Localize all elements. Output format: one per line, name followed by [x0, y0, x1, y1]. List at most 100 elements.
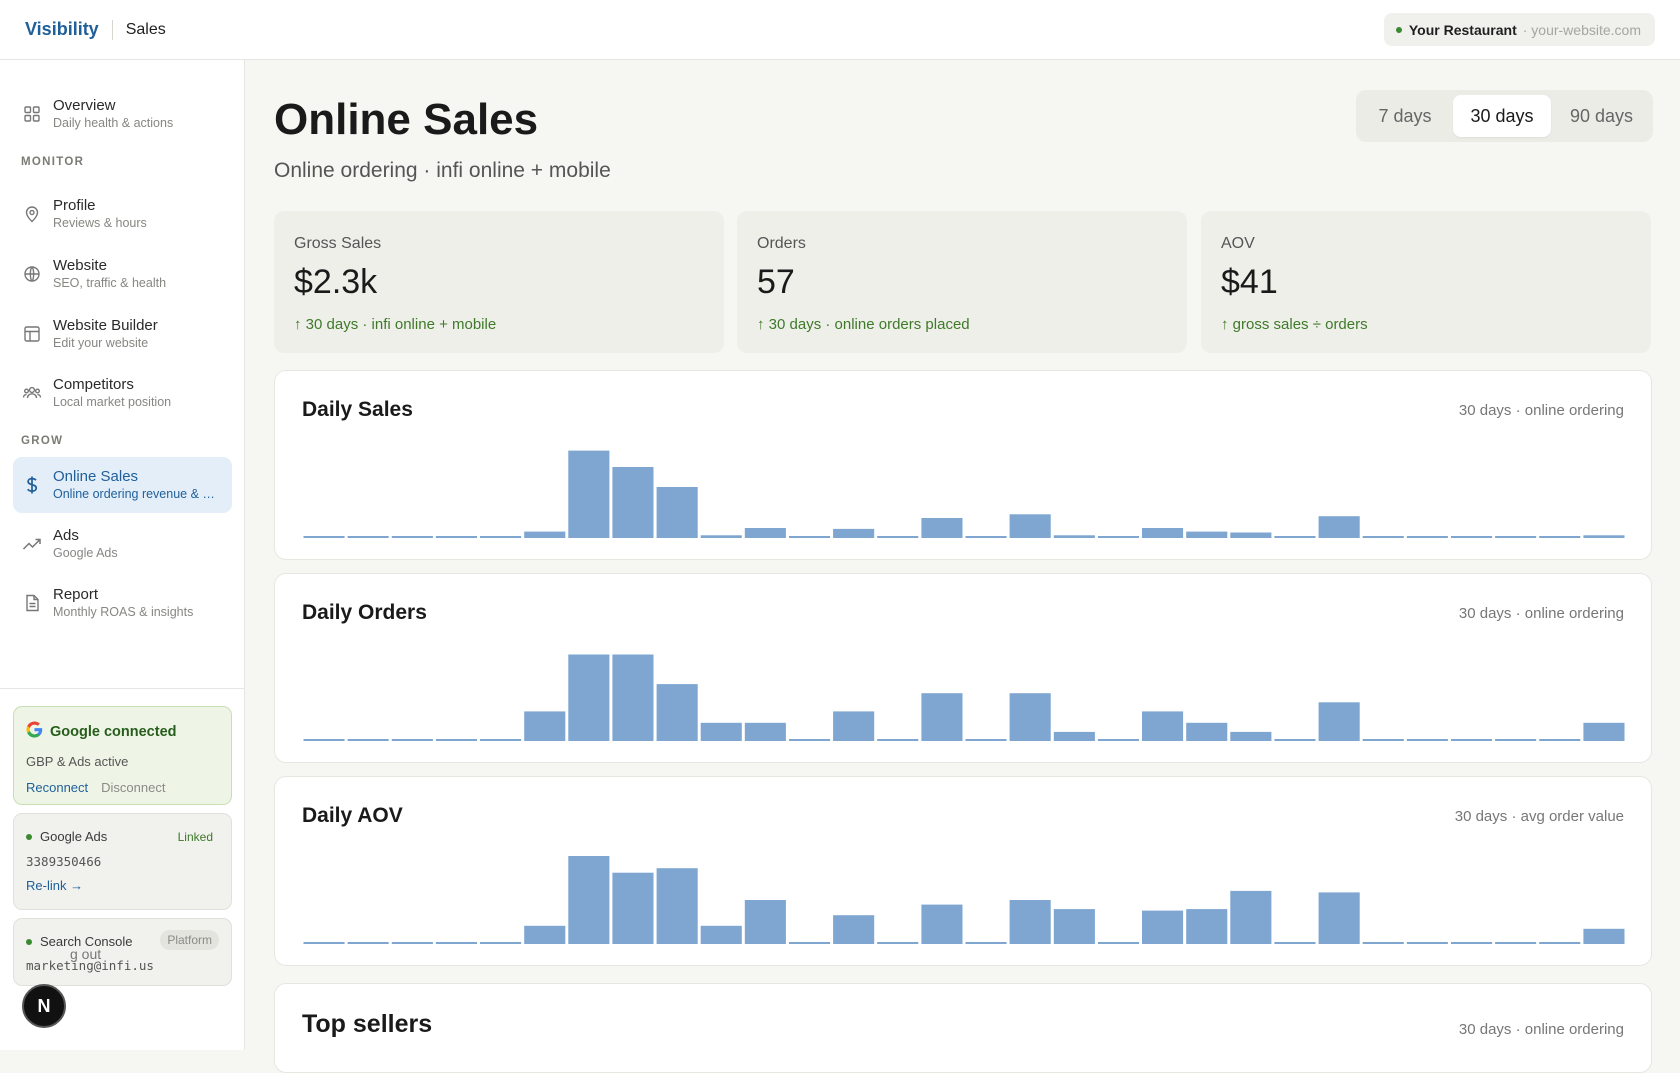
- range-7-days[interactable]: 7 days: [1378, 105, 1432, 126]
- sidebar-item-report[interactable]: Report Monthly ROAS & insights: [13, 575, 232, 631]
- sidebar-item-overview[interactable]: Overview Daily health & actions: [13, 86, 232, 142]
- chart-bar: [1142, 711, 1184, 741]
- chart-bar: [1274, 536, 1316, 538]
- top-sellers-panel: Top sellers 30 days · online ordering: [274, 983, 1652, 1073]
- chart-bar: [435, 536, 477, 538]
- panel-meta: 30 days · online ordering: [1458, 1021, 1624, 1038]
- sidebar-item-profile[interactable]: Profile Reviews & hours: [13, 186, 232, 242]
- chart-bar: [612, 654, 654, 741]
- chart-bar: [347, 942, 389, 944]
- chart-bar: [965, 942, 1007, 944]
- chart-bar: [524, 531, 566, 538]
- sidebar-item-website[interactable]: Website SEO, traffic & health: [13, 246, 232, 302]
- sidebar-item-label: Website: [53, 257, 107, 274]
- users-icon: [21, 382, 43, 404]
- chart-bar: [1451, 739, 1493, 741]
- chart-bar: [1539, 739, 1581, 741]
- chart-bar: [656, 487, 698, 538]
- sidebar-item-sub: SEO, traffic & health: [53, 276, 167, 290]
- chart-bar: [435, 739, 477, 741]
- chart-bar: [744, 722, 786, 741]
- sidebar-item-label: Competitors: [53, 376, 134, 393]
- chart-bar: [700, 722, 742, 741]
- panel-title: Top sellers: [302, 1010, 433, 1038]
- chart-bar: [1230, 890, 1272, 944]
- daily-sales-chart: [303, 450, 1625, 538]
- daily-aov-panel: Daily AOV 30 days · avg order value: [274, 776, 1652, 966]
- stat-label: Gross Sales: [294, 235, 382, 252]
- chart-bar: [700, 535, 742, 538]
- chart-bar: [1451, 536, 1493, 538]
- google-connection-card: Google connected GBP & Ads active Reconn…: [13, 706, 232, 805]
- document-icon: [21, 592, 43, 614]
- panel-title: Daily Orders: [302, 601, 427, 624]
- avatar[interactable]: N: [22, 984, 66, 1028]
- chart-bar: [612, 467, 654, 538]
- sidebar-item-online-sales[interactable]: Online Sales Online ordering revenue & o…: [13, 457, 232, 513]
- chart-bar: [789, 536, 831, 538]
- chart-bar: [1495, 536, 1537, 538]
- nav-group-grow: GROW: [21, 435, 64, 447]
- sidebar-divider: [0, 688, 245, 689]
- chart-bar: [1406, 739, 1448, 741]
- restaurant-name: Your Restaurant: [1408, 21, 1517, 38]
- sidebar-item-ads[interactable]: Ads Google Ads: [13, 516, 232, 572]
- page-subtitle: Online ordering · infi online + mobile: [274, 159, 611, 182]
- chart-bar: [612, 872, 654, 944]
- nav-group-monitor: MONITOR: [21, 156, 85, 168]
- chart-bar: [524, 711, 566, 741]
- stat-value: $2.3k: [294, 263, 378, 301]
- range-30-days[interactable]: 30 days: [1453, 95, 1551, 137]
- relink-link[interactable]: Re-link →: [26, 878, 84, 893]
- chart-bar: [480, 536, 522, 538]
- range-90-days[interactable]: 90 days: [1569, 105, 1634, 126]
- chart-bar: [744, 900, 786, 944]
- chart-bar: [833, 915, 875, 944]
- chart-bar: [1009, 900, 1051, 944]
- chart-bar: [1230, 731, 1272, 741]
- chart-bar: [1539, 942, 1581, 944]
- google-ads-card: Google Ads Linked 3389350466 Re-link →: [13, 813, 232, 910]
- chart-bar: [1495, 942, 1537, 944]
- search-console-card: Search Console Platform marketing@infi.u…: [13, 918, 232, 986]
- location-pin-icon: [21, 203, 43, 225]
- divider: [111, 19, 113, 40]
- stat-note: ↑ 30 days · infi online + mobile: [294, 316, 497, 333]
- chart-bar: [1274, 942, 1316, 944]
- sidebar-item-sub: Reviews & hours: [53, 216, 147, 230]
- daily-orders-chart: [303, 654, 1625, 741]
- chart-bar: [1053, 909, 1095, 944]
- sidebar-item-sub: Daily health & actions: [53, 116, 174, 130]
- sidebar-item-competitors[interactable]: Competitors Local market position: [13, 365, 232, 421]
- dollar-icon: [21, 474, 43, 496]
- chart-bar: [1406, 942, 1448, 944]
- chart-bar: [965, 536, 1007, 538]
- chart-bar: [700, 925, 742, 944]
- chart-bar: [303, 942, 345, 944]
- status-dot: [1395, 26, 1402, 33]
- sidebar-item-label: Overview: [53, 97, 116, 114]
- panel-meta: 30 days · avg order value: [1454, 808, 1624, 825]
- sidebar-item-label: Website Builder: [53, 317, 158, 334]
- chart-bar: [1583, 535, 1625, 538]
- restaurant-website: · your-website.com: [1522, 21, 1641, 38]
- restaurant-selector[interactable]: Your Restaurant · your-website.com: [1383, 13, 1655, 46]
- search-console-email: marketing@infi.us: [26, 958, 154, 973]
- chart-bar: [965, 739, 1007, 741]
- stat-note: ↑ 30 days · online orders placed: [757, 316, 970, 333]
- chart-bar: [347, 536, 389, 538]
- sidebar-item-website-builder[interactable]: Website Builder Edit your website: [13, 306, 232, 362]
- chart-bar: [877, 536, 919, 538]
- chart-bar: [833, 711, 875, 741]
- chart-bar: [480, 739, 522, 741]
- chart-bar: [1097, 942, 1139, 944]
- disconnect-link[interactable]: Disconnect: [101, 780, 166, 795]
- stat-gross-sales: Gross Sales $2.3k ↑ 30 days · infi onlin…: [274, 211, 724, 353]
- chart-bar: [303, 739, 345, 741]
- ads-account-id: 3389350466: [26, 854, 102, 869]
- logout-link[interactable]: g out: [70, 946, 102, 962]
- brand-logo[interactable]: Visibility: [25, 19, 99, 39]
- reconnect-link[interactable]: Reconnect: [26, 780, 89, 795]
- chart-bar: [1230, 532, 1272, 538]
- panel-title: Daily Sales: [302, 398, 413, 421]
